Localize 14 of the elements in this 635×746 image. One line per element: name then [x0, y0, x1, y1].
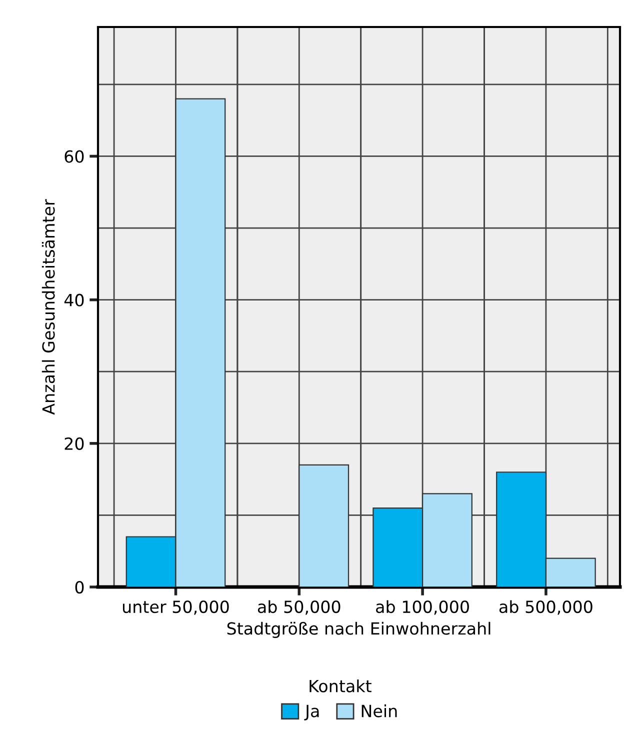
y-tick-label: 0: [75, 580, 84, 594]
y-tick-label: 20: [64, 437, 84, 450]
y-tick-label: 40: [64, 294, 84, 306]
x-tick-label: ab 50,000: [258, 600, 340, 615]
x-tick-label: ab 100,000: [376, 600, 469, 615]
y-tick-label: 60: [64, 150, 84, 163]
legend-label: Nein: [362, 704, 397, 718]
legend-title: Kontakt: [310, 679, 372, 692]
x-axis-title: Stadtgröße nach Einwohnerzahl: [227, 622, 490, 638]
legend-label: Ja: [304, 704, 319, 720]
x-tick-label: ab 500,000: [499, 600, 592, 615]
x-tick-label: unter 50,000: [122, 600, 229, 615]
y-axis-title: Anzahl Gesundheitsämter: [42, 199, 55, 415]
bar: [298, 464, 350, 587]
